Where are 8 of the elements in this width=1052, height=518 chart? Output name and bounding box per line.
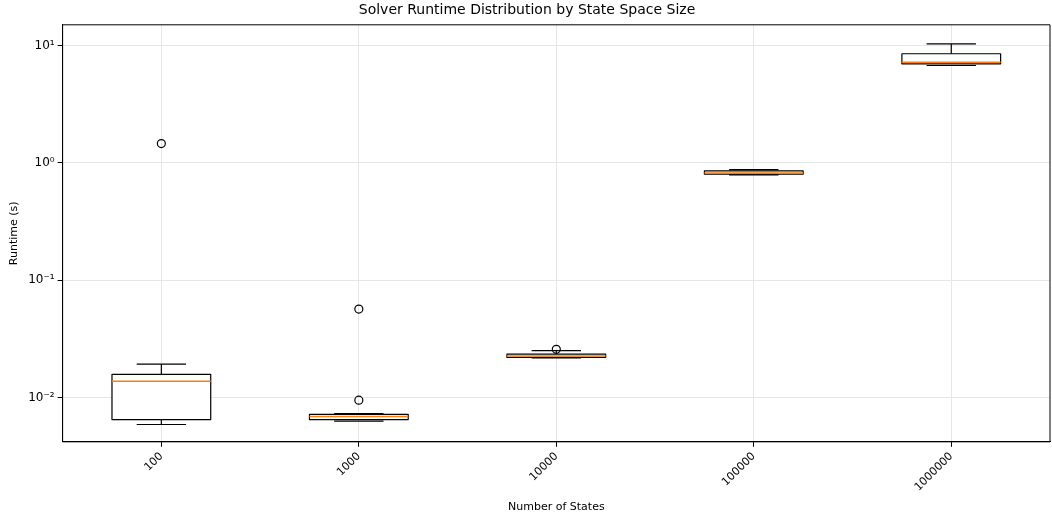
y-tick-label: 10¹ [34, 37, 55, 52]
y-tick-label: 10⁰ [34, 154, 55, 169]
y-tick-label: 10⁻¹ [28, 272, 55, 287]
x-tick-label: 100 [141, 449, 166, 474]
y-axis-title: Runtime (s) [7, 201, 21, 266]
y-tick-label: 10⁻² [28, 389, 55, 404]
x-axis-title: Number of States [507, 500, 605, 514]
chart-title: Solver Runtime Distribution by State Space Size [358, 1, 696, 18]
